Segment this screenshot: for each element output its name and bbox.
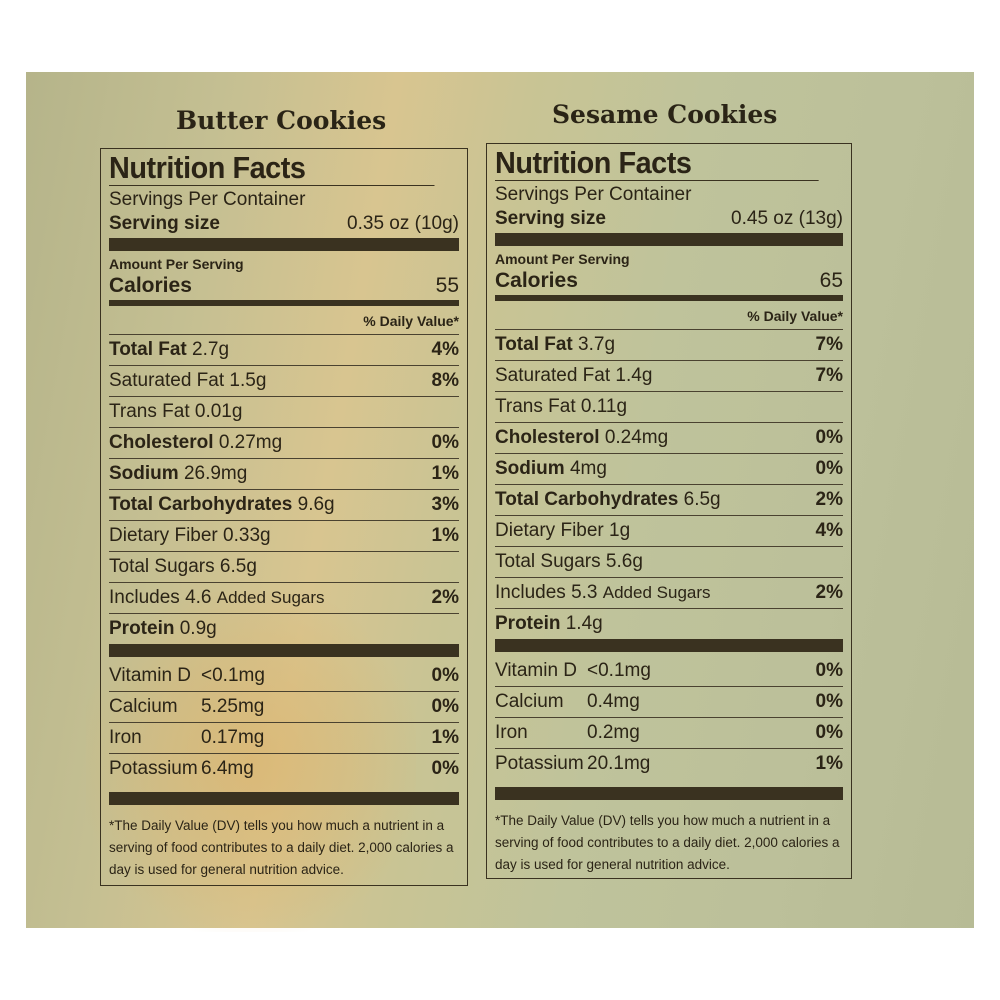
- calories-row: Calories 55: [109, 273, 459, 299]
- mineral-row: Vitamin D <0.1mg 0%: [109, 665, 459, 686]
- nutrient-row: Saturated Fat 1.5g 8%: [109, 365, 459, 396]
- nutrient-row: Total Fat 2.7g 4%: [109, 334, 459, 365]
- serving-size-value: 0.35 oz (10g): [347, 213, 459, 234]
- mineral-row: Iron 0.17mg 1%: [109, 722, 459, 753]
- daily-value-header: % Daily Value*: [363, 313, 459, 329]
- thick-divider: [109, 238, 459, 251]
- thick-divider: [495, 639, 843, 652]
- mineral-row: Potassium 20.1mg 1%: [495, 748, 843, 779]
- nutrient-row: Includes 5.3 Added Sugars 2%: [495, 577, 843, 608]
- calories-row: Calories 65: [495, 268, 843, 294]
- thick-divider: [495, 787, 843, 800]
- nutrient-row: Sodium 4mg 0%: [495, 453, 843, 484]
- medium-divider: [495, 295, 843, 301]
- daily-value-header: % Daily Value*: [747, 308, 843, 324]
- thick-divider: [109, 792, 459, 805]
- nutrient-row: Trans Fat 0.01g: [109, 396, 459, 427]
- nutrient-row: Total Carbohydrates 9.6g 3%: [109, 489, 459, 520]
- nutrition-facts-title: Nutrition Facts: [109, 151, 435, 186]
- mineral-row: Calcium 5.25mg 0%: [109, 691, 459, 722]
- serving-size-label: Serving size: [109, 213, 220, 234]
- thick-divider: [109, 644, 459, 657]
- serving-size-label: Serving size: [495, 208, 606, 229]
- nutrition-label-butter: Nutrition Facts Servings Per Container S…: [100, 148, 468, 886]
- nutrient-row: Sodium 26.9mg 1%: [109, 458, 459, 489]
- calories-label: Calories: [495, 269, 578, 292]
- nutrient-row: Total Carbohydrates 6.5g 2%: [495, 484, 843, 515]
- amount-per-serving: Amount Per Serving: [495, 251, 630, 267]
- nutrient-row: Cholesterol 0.24mg 0%: [495, 422, 843, 453]
- mineral-row: Vitamin D <0.1mg 0%: [495, 660, 843, 681]
- calories-label: Calories: [109, 274, 192, 297]
- amount-per-serving: Amount Per Serving: [109, 256, 244, 272]
- nutrition-label-sesame: Nutrition Facts Servings Per Container S…: [486, 143, 852, 879]
- medium-divider: [109, 300, 459, 306]
- mineral-row: Iron 0.2mg 0%: [495, 717, 843, 748]
- mineral-row: Calcium 0.4mg 0%: [495, 686, 843, 717]
- thick-divider: [495, 233, 843, 246]
- calories-value: 65: [819, 269, 843, 292]
- calories-value: 55: [435, 274, 459, 297]
- nutrient-row: Total Fat 3.7g 7%: [495, 329, 843, 360]
- daily-value-footnote: *The Daily Value (DV) tells you how much…: [495, 813, 840, 872]
- nutrient-row: Dietary Fiber 1g 4%: [495, 515, 843, 546]
- nutrient-row: Protein 0.9g: [109, 613, 459, 644]
- product-title-butter: Butter Cookies: [176, 106, 387, 135]
- nutrient-row: Total Sugars 6.5g: [109, 551, 459, 582]
- nutrition-facts-title: Nutrition Facts: [495, 146, 819, 181]
- mineral-row: Potassium 6.4mg 0%: [109, 753, 459, 784]
- serving-size-row: Serving size 0.45 oz (13g): [495, 207, 843, 231]
- product-title-sesame: Sesame Cookies: [552, 100, 778, 129]
- nutrient-row: Saturated Fat 1.4g 7%: [495, 360, 843, 391]
- daily-value-footnote: *The Daily Value (DV) tells you how much…: [109, 818, 454, 877]
- nutrient-row: Trans Fat 0.11g: [495, 391, 843, 422]
- nutrient-row: Protein 1.4g: [495, 608, 843, 639]
- nutrient-row: Total Sugars 5.6g: [495, 546, 843, 577]
- nutrient-row: Dietary Fiber 0.33g 1%: [109, 520, 459, 551]
- serving-size-row: Serving size 0.35 oz (10g): [109, 212, 459, 236]
- servings-per-container: Servings Per Container: [109, 189, 306, 210]
- serving-size-value: 0.45 oz (13g): [731, 208, 843, 229]
- nutrient-row: Includes 4.6 Added Sugars 2%: [109, 582, 459, 613]
- nutrient-row: Cholesterol 0.27mg 0%: [109, 427, 459, 458]
- servings-per-container: Servings Per Container: [495, 184, 692, 205]
